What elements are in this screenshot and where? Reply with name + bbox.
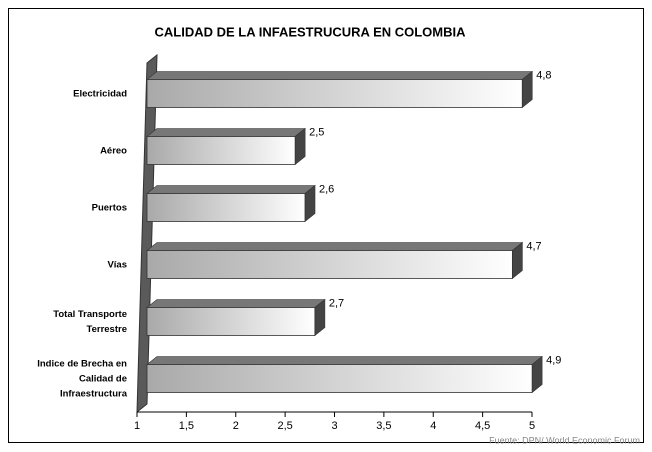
- bar: [146, 193, 306, 222]
- x-tick-label: 3,5: [376, 420, 391, 432]
- bar-top: [146, 71, 534, 80]
- value-label: 2,7: [329, 297, 344, 309]
- bar: [146, 79, 523, 108]
- bar: [146, 364, 533, 393]
- category-label: Indice de Brecha en Calidad de Infraestruc…: [37, 358, 127, 399]
- bar-top: [146, 128, 306, 137]
- value-label: 4,7: [526, 240, 541, 252]
- value-label: 2,5: [309, 126, 324, 138]
- x-tick-label: 4,5: [475, 420, 490, 432]
- value-label: 2,6: [319, 183, 334, 195]
- bar: [146, 136, 296, 165]
- x-tick-label: 1,5: [179, 420, 194, 432]
- x-tick-label: 1: [134, 420, 140, 432]
- category-label: Total Transporte Terrestre: [53, 309, 127, 335]
- bar-top: [146, 299, 326, 308]
- bar: [146, 250, 513, 279]
- value-label: 4,8: [536, 69, 551, 81]
- value-label: 4,9: [546, 354, 561, 366]
- category-label: Aéreo: [100, 145, 127, 156]
- x-tick-label: 4: [430, 420, 436, 432]
- x-tick-label: 2: [233, 420, 239, 432]
- x-tick-label: 2,5: [277, 420, 292, 432]
- category-label: Vías: [107, 259, 127, 270]
- bar-top: [146, 185, 316, 194]
- category-label: Puertos: [92, 202, 127, 213]
- bar: [146, 307, 316, 336]
- source: Fuente: DPN/ World Economic Forum: [489, 435, 640, 445]
- bar-top: [146, 356, 543, 365]
- x-tick-label: 5: [529, 420, 535, 432]
- bar-top: [146, 242, 524, 251]
- chart-title: CALIDAD DE LA INFAESTRUCURA EN COLOMBIA: [154, 24, 466, 39]
- x-tick-label: 3: [331, 420, 337, 432]
- category-label: Electricidad: [73, 88, 127, 99]
